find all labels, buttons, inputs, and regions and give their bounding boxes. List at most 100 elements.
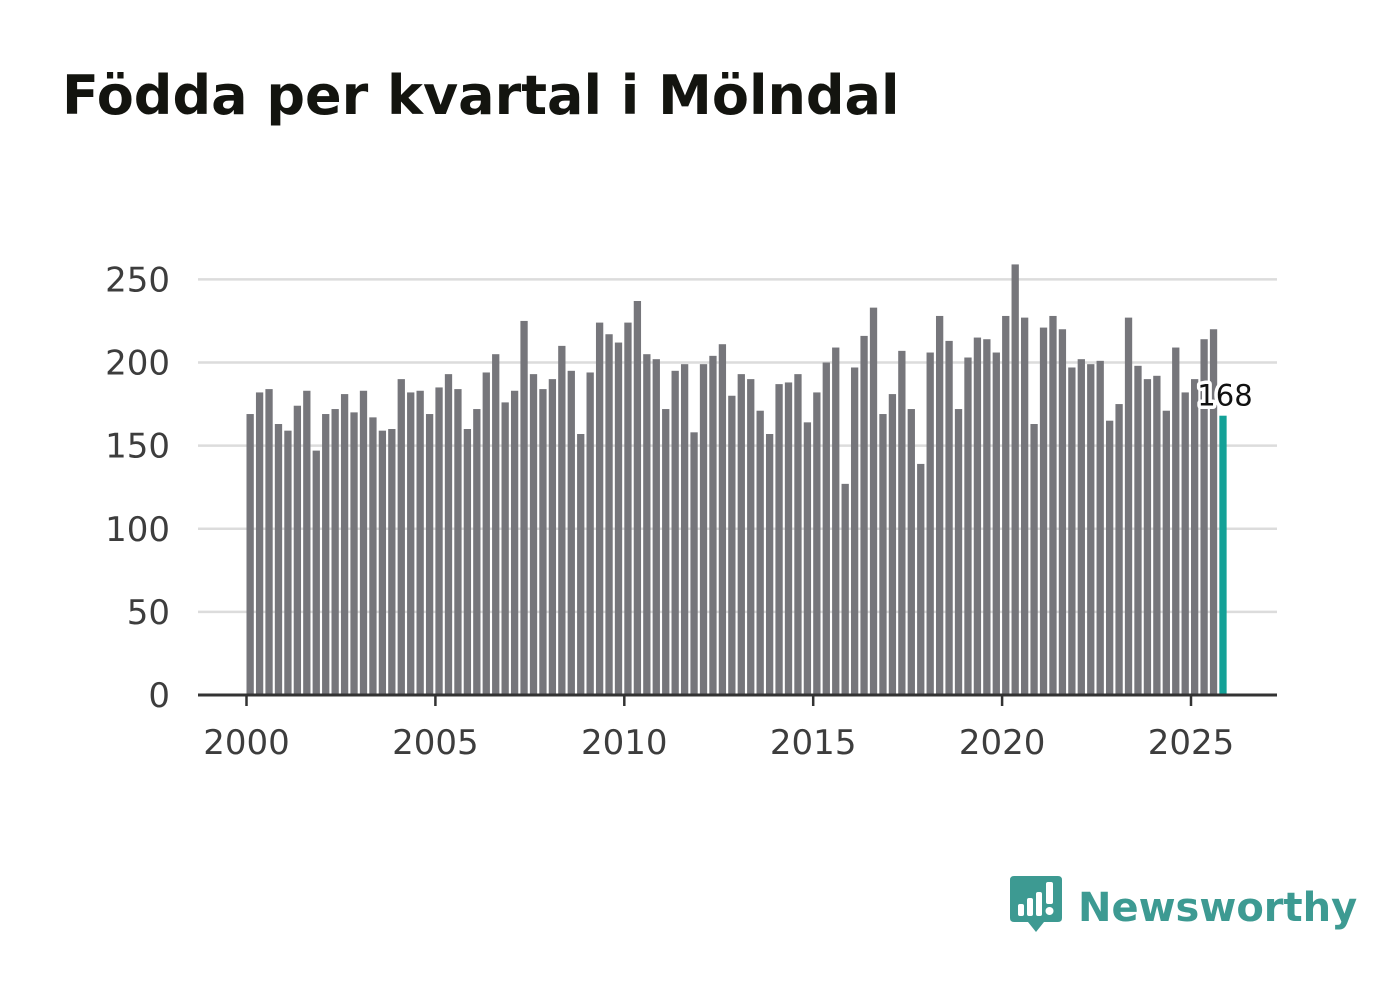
highlight-value-label: 168 xyxy=(1197,379,1252,413)
bar xyxy=(709,355,717,695)
bar xyxy=(728,395,736,695)
bar xyxy=(350,412,358,695)
bar xyxy=(444,374,453,695)
newsworthy-logo: Newsworthy xyxy=(1010,876,1357,940)
bar xyxy=(1115,404,1123,695)
brand-name: Newsworthy xyxy=(1078,885,1358,931)
bar xyxy=(964,357,972,695)
bar xyxy=(501,402,509,695)
y-tick-label: 0 xyxy=(148,676,170,716)
bar xyxy=(293,405,302,695)
bar xyxy=(954,409,963,695)
bar xyxy=(548,379,557,695)
bar xyxy=(756,410,764,695)
bar xyxy=(813,392,821,695)
bars xyxy=(246,264,1227,695)
bar xyxy=(775,384,783,695)
bar xyxy=(492,354,500,695)
bar xyxy=(822,362,830,695)
bar xyxy=(888,394,897,695)
bar xyxy=(680,364,689,695)
bar xyxy=(718,344,727,695)
bar xyxy=(435,387,443,695)
bar xyxy=(690,432,698,695)
bar xyxy=(983,339,991,695)
y-tick-label: 50 xyxy=(127,593,170,633)
bar xyxy=(1030,424,1038,695)
bar xyxy=(369,417,377,695)
bar xyxy=(1058,329,1067,695)
bar xyxy=(312,450,320,695)
bar xyxy=(1020,317,1029,695)
bar xyxy=(586,372,594,695)
bar xyxy=(577,433,585,695)
bar xyxy=(662,409,670,695)
bar xyxy=(1143,379,1152,695)
bar xyxy=(1096,360,1104,695)
bar xyxy=(303,390,311,695)
bar xyxy=(388,429,396,695)
bar xyxy=(520,320,528,695)
bar xyxy=(1087,364,1095,695)
bar xyxy=(473,409,481,695)
bar xyxy=(539,389,547,695)
bar xyxy=(1124,317,1133,695)
bar xyxy=(416,390,424,695)
bar xyxy=(397,379,405,695)
bar xyxy=(284,430,292,695)
bar xyxy=(255,392,264,695)
chart-title: Födda per kvartal i Mölndal xyxy=(62,64,900,127)
bar xyxy=(945,340,953,695)
x-tick-label: 2020 xyxy=(959,723,1046,763)
bar xyxy=(794,374,802,695)
y-tick-label: 150 xyxy=(105,427,170,467)
bar xyxy=(331,409,339,695)
y-tick-label: 100 xyxy=(105,510,170,550)
x-tick-label: 2005 xyxy=(392,723,479,763)
bar xyxy=(1068,367,1076,695)
bar xyxy=(1200,339,1208,695)
bar xyxy=(605,334,613,695)
bar xyxy=(917,463,925,695)
bar xyxy=(1209,329,1218,695)
bar xyxy=(784,382,793,695)
bar xyxy=(624,322,632,695)
bar xyxy=(454,389,462,695)
bar xyxy=(652,359,660,695)
x-tick-label: 2010 xyxy=(581,723,668,763)
bar xyxy=(595,322,604,695)
bar xyxy=(246,414,254,695)
bar xyxy=(869,307,878,695)
bar xyxy=(425,414,434,695)
bar xyxy=(898,350,906,695)
bar xyxy=(1172,347,1180,695)
bar xyxy=(1134,365,1142,695)
x-tick-label: 2025 xyxy=(1148,723,1235,763)
annotations: 168 xyxy=(1194,375,1256,416)
bar xyxy=(907,409,915,695)
bar xyxy=(378,430,387,695)
bar xyxy=(643,354,651,695)
bar xyxy=(482,372,490,695)
x-axis-labels: 2000 2005 2010 2015 2020 2025 xyxy=(203,723,1234,763)
bar xyxy=(567,370,575,695)
bar xyxy=(671,370,679,695)
bar xyxy=(1153,375,1161,695)
bar xyxy=(614,342,623,695)
bar xyxy=(935,315,944,695)
y-axis-labels: 0 50 100 150 200 250 xyxy=(105,260,170,716)
bar xyxy=(699,364,708,695)
bar xyxy=(265,389,273,695)
bar xyxy=(737,374,745,695)
bar xyxy=(1011,264,1019,695)
x-tick-label: 2015 xyxy=(770,723,857,763)
bar xyxy=(322,414,330,695)
bar xyxy=(765,433,774,695)
bar xyxy=(463,429,472,695)
x-axis xyxy=(198,693,1277,706)
newsworthy-logo-icon xyxy=(1010,876,1062,932)
bar xyxy=(558,345,566,695)
bar xyxy=(359,390,368,695)
bar xyxy=(1002,315,1010,695)
